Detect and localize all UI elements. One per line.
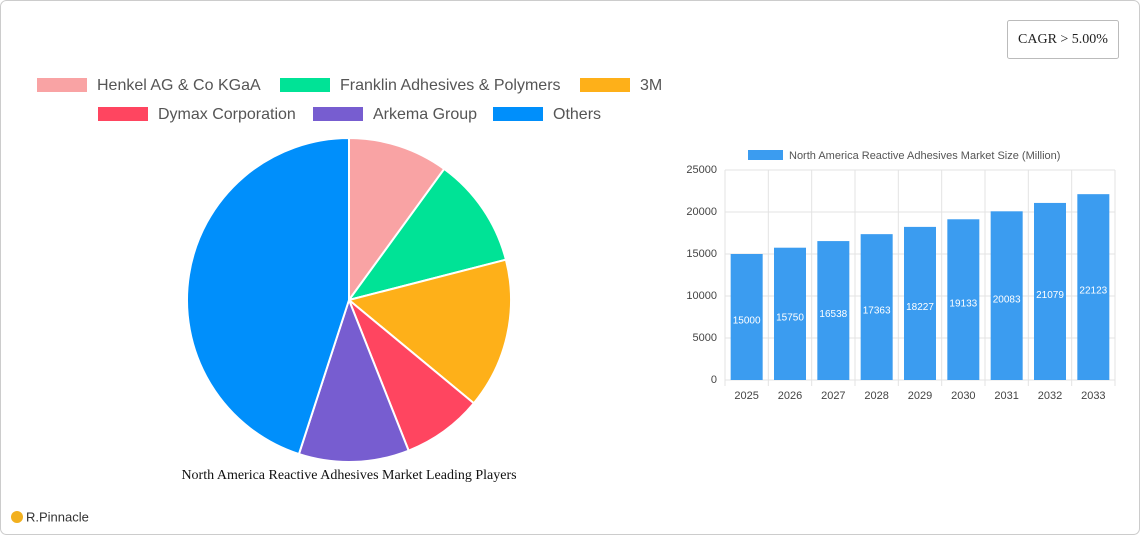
x-tick-label: 2030 bbox=[951, 390, 975, 402]
legend-swatch bbox=[748, 150, 783, 160]
bar-value-label: 15750 bbox=[776, 312, 804, 323]
legend-swatch bbox=[313, 107, 363, 121]
x-tick-label: 2026 bbox=[778, 390, 802, 402]
legend-label: Franklin Adhesives & Polymers bbox=[340, 77, 561, 94]
x-tick-label: 2027 bbox=[821, 390, 845, 402]
legend-swatch bbox=[280, 78, 330, 92]
brand: R.Pinnacle bbox=[26, 509, 89, 524]
bar bbox=[817, 241, 850, 380]
legend-swatch bbox=[493, 107, 543, 121]
y-tick-label: 5000 bbox=[693, 332, 717, 344]
y-tick-label: 15000 bbox=[686, 248, 717, 260]
x-tick-label: 2029 bbox=[908, 390, 932, 402]
bar-value-label: 15000 bbox=[733, 316, 761, 327]
legend-label: Arkema Group bbox=[373, 106, 477, 123]
legend-label: Others bbox=[553, 106, 601, 123]
bar bbox=[860, 234, 893, 380]
bar bbox=[774, 247, 806, 380]
bar bbox=[904, 226, 936, 380]
bar bbox=[1034, 202, 1066, 380]
pie-slice bbox=[297, 297, 410, 463]
bar-value-label: 20083 bbox=[993, 294, 1021, 305]
x-tick-label: 2025 bbox=[734, 390, 758, 402]
pie-slice bbox=[346, 258, 512, 405]
bar bbox=[947, 219, 980, 380]
bar-value-label: 18227 bbox=[906, 302, 934, 313]
x-tick-label: 2033 bbox=[1081, 390, 1105, 402]
bar bbox=[990, 211, 1023, 380]
y-tick-label: 25000 bbox=[686, 164, 717, 176]
x-tick-label: 2031 bbox=[994, 390, 1018, 402]
bar bbox=[1077, 194, 1110, 380]
pie-slice bbox=[186, 136, 350, 456]
legend-label: 3M bbox=[640, 77, 662, 94]
bar-value-label: 17363 bbox=[863, 306, 891, 317]
legend-label: Henkel AG & Co KGaA bbox=[97, 77, 261, 94]
cagr-badge: CAGR > 5.00% bbox=[1018, 32, 1108, 47]
y-tick-label: 10000 bbox=[686, 290, 717, 302]
pie-slice bbox=[348, 136, 446, 304]
legend-swatch bbox=[37, 78, 87, 92]
brand-icon bbox=[11, 511, 23, 523]
bar-value-label: 21079 bbox=[1036, 290, 1064, 301]
bar bbox=[730, 254, 763, 380]
x-tick-label: 2032 bbox=[1038, 390, 1062, 402]
bar-value-label: 16538 bbox=[819, 309, 847, 320]
legend-label: Dymax Corporation bbox=[158, 106, 296, 123]
pie-slice bbox=[346, 167, 508, 302]
legend-swatch bbox=[580, 78, 630, 92]
pie-title: North America Reactive Adhesives Market … bbox=[181, 468, 516, 483]
legend-swatch bbox=[98, 107, 148, 121]
badge-box bbox=[1007, 20, 1119, 59]
x-tick-label: 2028 bbox=[864, 390, 888, 402]
y-tick-label: 0 bbox=[711, 374, 717, 386]
bar-value-label: 19133 bbox=[949, 298, 977, 309]
legend-label: North America Reactive Adhesives Market … bbox=[789, 150, 1060, 162]
y-tick-label: 20000 bbox=[686, 206, 717, 218]
bar-value-label: 22123 bbox=[1079, 286, 1107, 297]
